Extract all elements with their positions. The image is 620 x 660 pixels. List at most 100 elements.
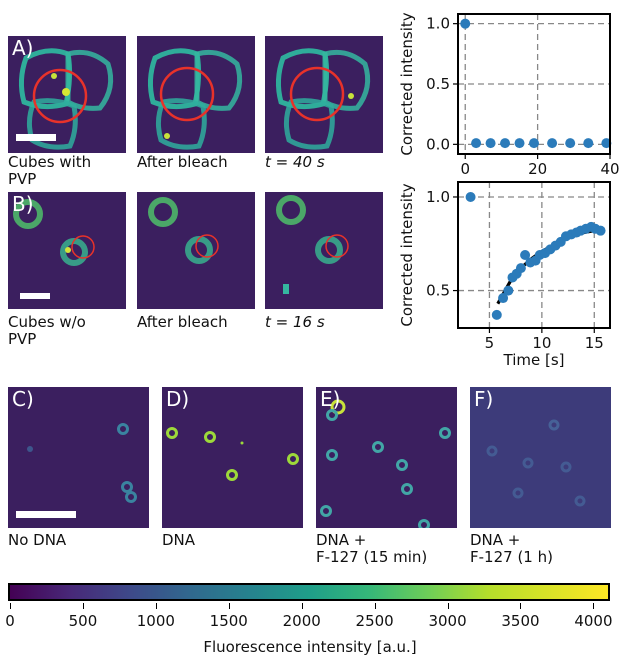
panel-label: C) bbox=[12, 387, 34, 411]
caption-d: DNA bbox=[162, 531, 196, 549]
caption-a2: After bleach bbox=[137, 153, 228, 171]
colorbar-tick bbox=[374, 603, 376, 609]
panel-label: B) bbox=[12, 192, 34, 216]
colorbar-tick bbox=[10, 603, 11, 609]
colorbar-tick-label: 1500 bbox=[209, 612, 248, 630]
colorbar-tick bbox=[155, 603, 157, 609]
caption-b3: t = 16 s bbox=[265, 313, 325, 331]
panel-label: F) bbox=[474, 387, 494, 411]
caption-a1: Cubes with PVP bbox=[8, 153, 92, 188]
caption-f: DNA + F-127 (1 h) bbox=[470, 531, 553, 566]
panel-b2-image bbox=[137, 192, 255, 309]
fit-curve bbox=[496, 227, 604, 305]
data-point bbox=[460, 18, 471, 29]
particles bbox=[276, 195, 349, 294]
data-point bbox=[491, 309, 502, 320]
x-tick-label: 0 bbox=[460, 160, 470, 178]
scale-bar bbox=[16, 134, 56, 141]
colorbar-gradient bbox=[8, 583, 610, 601]
data-point bbox=[465, 191, 476, 202]
colorbar-title: Fluorescence intensity [a.u.] bbox=[203, 638, 417, 656]
data-point bbox=[565, 138, 576, 149]
colorbar-tick bbox=[447, 603, 449, 609]
data-point bbox=[595, 225, 606, 236]
panel-a3-image bbox=[265, 36, 383, 153]
panel-b3-image bbox=[265, 192, 383, 309]
colorbar-tick bbox=[228, 603, 230, 609]
colorbar-tick-label: 2000 bbox=[282, 612, 321, 630]
panel-a1-image: A) bbox=[8, 36, 126, 153]
particles bbox=[27, 423, 137, 503]
data-point bbox=[547, 138, 558, 149]
scale-bar bbox=[16, 511, 76, 518]
particles bbox=[148, 197, 219, 264]
data-point bbox=[601, 138, 612, 149]
panel-b1-image: B) bbox=[8, 192, 126, 309]
data-point bbox=[500, 138, 511, 149]
caption-e: DNA + F-127 (15 min) bbox=[316, 531, 428, 566]
y-tick-label: 0.0 bbox=[426, 135, 450, 153]
y-tick-label: 0.5 bbox=[426, 75, 450, 93]
panel-e-image: E) bbox=[316, 387, 457, 528]
colorbar-tick-label: 1000 bbox=[136, 612, 175, 630]
data-point bbox=[515, 263, 526, 274]
y-tick-label: 0.5 bbox=[426, 282, 450, 300]
bleach-circle bbox=[32, 68, 88, 124]
colorbar-tick bbox=[301, 603, 303, 609]
colorbar bbox=[8, 583, 612, 603]
bleach-circle bbox=[289, 66, 345, 122]
panel-label: E) bbox=[320, 387, 341, 411]
colorbar-tick bbox=[593, 603, 595, 609]
data-point bbox=[503, 285, 514, 296]
x-axis-label: Time [s] bbox=[503, 351, 565, 369]
panel-label: D) bbox=[166, 387, 190, 411]
data-point bbox=[520, 250, 531, 260]
x-tick-label: 10 bbox=[532, 334, 551, 352]
bleach-circle bbox=[195, 234, 219, 258]
panel-label: A) bbox=[12, 36, 34, 60]
cube-outlines bbox=[275, 48, 371, 150]
panel-a2-image bbox=[137, 36, 255, 153]
data-point bbox=[583, 138, 594, 149]
colorbar-tick-label: 3500 bbox=[501, 612, 540, 630]
cube-outlines bbox=[147, 48, 243, 150]
y-axis-label: Corrected intensity bbox=[398, 12, 416, 155]
scale-bar bbox=[20, 293, 50, 299]
caption-b1: Cubes w/o PVP bbox=[8, 313, 86, 348]
particles bbox=[486, 419, 586, 507]
particles bbox=[166, 427, 299, 481]
particles bbox=[320, 399, 451, 528]
panel-f-image: F) bbox=[470, 387, 611, 528]
colorbar-tick-label: 500 bbox=[68, 612, 98, 630]
caption-a3: t = 40 s bbox=[265, 153, 325, 171]
data-point bbox=[485, 138, 496, 149]
x-tick-label: 5 bbox=[485, 334, 495, 352]
data-point bbox=[498, 293, 509, 304]
x-tick-label: 15 bbox=[585, 334, 604, 352]
colorbar-tick bbox=[520, 603, 522, 609]
colorbar-tick bbox=[82, 603, 84, 609]
colorbar-tick-label: 3000 bbox=[428, 612, 467, 630]
colorbar-tick-label: 4000 bbox=[574, 612, 613, 630]
data-point bbox=[471, 138, 482, 149]
x-tick-label: 40 bbox=[600, 160, 619, 178]
bleach-circle bbox=[159, 66, 215, 122]
colorbar-tick-label: 2500 bbox=[355, 612, 394, 630]
caption-c: No DNA bbox=[8, 531, 67, 549]
recovery-charts: 0 20 40 0.0 0.5 1.0 Corrected intensity 5 10 15 0.… bbox=[398, 12, 620, 369]
bleach-circle bbox=[71, 235, 95, 259]
colorbar-tick-label: 0 bbox=[5, 612, 15, 630]
cube-outlines bbox=[18, 48, 114, 150]
data-point bbox=[514, 138, 525, 149]
panel-c-image: C) bbox=[8, 387, 149, 528]
plot-frame bbox=[457, 181, 611, 329]
y-tick-label: 1.0 bbox=[426, 188, 450, 206]
particles bbox=[13, 199, 95, 266]
panel-d-image: D) bbox=[162, 387, 303, 528]
data-point bbox=[529, 138, 539, 149]
bleach-circle bbox=[325, 234, 349, 258]
caption-b2: After bleach bbox=[137, 313, 228, 331]
y-axis-label: Corrected intensity bbox=[398, 183, 416, 326]
x-tick-label: 20 bbox=[528, 160, 547, 178]
y-tick-label: 1.0 bbox=[426, 15, 450, 33]
